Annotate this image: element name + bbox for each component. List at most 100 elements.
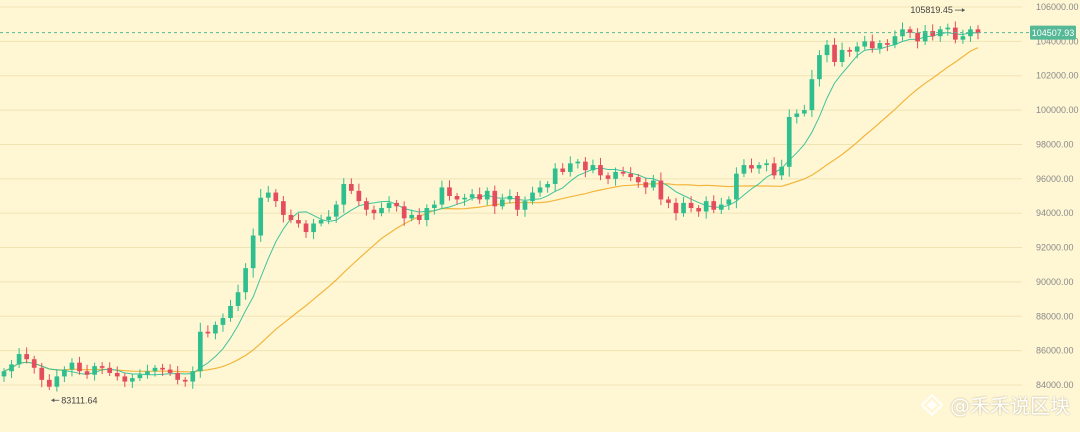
candle-down bbox=[635, 177, 641, 183]
y-tick-label: 98000.00 bbox=[1036, 139, 1074, 149]
candle-down bbox=[847, 49, 852, 52]
candle-down bbox=[114, 372, 120, 377]
candle-down bbox=[175, 372, 180, 380]
candle-down bbox=[643, 182, 649, 188]
y-tick-label: 90000.00 bbox=[1036, 277, 1074, 287]
candle-down bbox=[907, 29, 913, 33]
candle-down bbox=[205, 331, 211, 334]
candle-up bbox=[794, 113, 800, 117]
candle-up bbox=[802, 110, 807, 114]
candle-down bbox=[24, 354, 29, 360]
candle-up bbox=[741, 165, 747, 174]
candle-down bbox=[696, 208, 701, 212]
candle-down bbox=[39, 367, 45, 380]
candle-down bbox=[46, 379, 52, 387]
candle-down bbox=[447, 187, 452, 196]
candle-up bbox=[409, 214, 415, 219]
candle-up bbox=[220, 317, 226, 325]
candle-down bbox=[356, 190, 362, 202]
candle-up bbox=[734, 173, 739, 200]
candle-down bbox=[401, 206, 407, 219]
candle-down bbox=[869, 41, 875, 49]
candle-up bbox=[726, 199, 732, 205]
candle-down bbox=[273, 192, 279, 202]
candle-up bbox=[522, 201, 528, 210]
ma25-line bbox=[3, 47, 979, 373]
candle-down bbox=[930, 31, 936, 37]
candle-down bbox=[832, 44, 837, 62]
candles bbox=[1, 21, 981, 392]
candle-down bbox=[394, 202, 399, 207]
candle-down bbox=[160, 367, 165, 370]
high-marker-arrow bbox=[961, 8, 965, 13]
moving-averages bbox=[3, 31, 979, 376]
candle-up bbox=[764, 163, 769, 166]
candle-down bbox=[303, 223, 309, 233]
candle-up bbox=[681, 202, 686, 214]
high-marker-label: 105819.45 bbox=[910, 5, 953, 15]
y-tick-label: 84000.00 bbox=[1036, 380, 1074, 390]
candle-down bbox=[288, 214, 294, 221]
candle-down bbox=[620, 171, 626, 174]
candle-up bbox=[922, 31, 928, 42]
y-tick-label: 94000.00 bbox=[1036, 208, 1074, 218]
candle-down bbox=[915, 32, 920, 42]
candle-up bbox=[439, 187, 445, 205]
candle-up bbox=[552, 168, 558, 184]
candle-up bbox=[424, 208, 430, 221]
candle-up bbox=[62, 369, 67, 377]
candle-up bbox=[854, 46, 860, 52]
candle-down bbox=[688, 202, 694, 209]
candle-up bbox=[756, 165, 762, 169]
candle-down bbox=[953, 27, 958, 40]
candle-up bbox=[197, 331, 203, 372]
candle-down bbox=[975, 29, 981, 33]
candle-down bbox=[666, 199, 671, 203]
candle-up bbox=[265, 192, 271, 198]
candle-up bbox=[779, 166, 785, 176]
candle-up bbox=[213, 324, 218, 334]
candle-down bbox=[628, 173, 634, 178]
candle-up bbox=[190, 371, 196, 382]
candle-up bbox=[318, 220, 324, 224]
y-tick-label: 106000.00 bbox=[1036, 2, 1079, 12]
candle-down bbox=[454, 196, 460, 200]
candle-up bbox=[333, 204, 339, 217]
candle-up bbox=[1, 371, 7, 377]
candle-up bbox=[718, 204, 724, 210]
candle-up bbox=[326, 216, 332, 221]
watermark-text: @禾禾说区块 bbox=[950, 394, 1070, 418]
candle-up bbox=[809, 79, 815, 111]
candle-down bbox=[348, 183, 354, 191]
watermark: @禾禾说区块 bbox=[920, 390, 1070, 419]
candle-up bbox=[817, 55, 822, 80]
candle-up bbox=[386, 202, 392, 209]
candle-up bbox=[945, 27, 951, 30]
candle-down bbox=[296, 220, 301, 224]
candle-up bbox=[839, 49, 845, 62]
candle-up bbox=[462, 197, 467, 200]
candle-up bbox=[379, 208, 384, 214]
candle-up bbox=[703, 201, 709, 212]
candle-up bbox=[235, 292, 241, 306]
candle-up bbox=[469, 194, 475, 198]
candle-up bbox=[650, 180, 656, 188]
candle-down bbox=[122, 376, 128, 382]
candle-down bbox=[673, 202, 679, 214]
y-tick-label: 100000.00 bbox=[1036, 105, 1079, 115]
candle-down bbox=[84, 371, 90, 375]
candle-down bbox=[885, 43, 890, 45]
candle-up bbox=[243, 268, 248, 293]
candle-down bbox=[605, 175, 611, 179]
ma7-line bbox=[3, 31, 979, 376]
candle-down bbox=[77, 362, 82, 372]
price-axis: 84000.00 86000.00 88000.00 90000.00 92000.00… bbox=[1036, 2, 1079, 390]
candle-up bbox=[968, 29, 973, 37]
candle-up bbox=[824, 44, 830, 56]
candle-down bbox=[364, 201, 369, 210]
y-tick-label: 86000.00 bbox=[1036, 346, 1074, 356]
candle-up bbox=[16, 354, 22, 365]
candle-down bbox=[99, 366, 105, 368]
